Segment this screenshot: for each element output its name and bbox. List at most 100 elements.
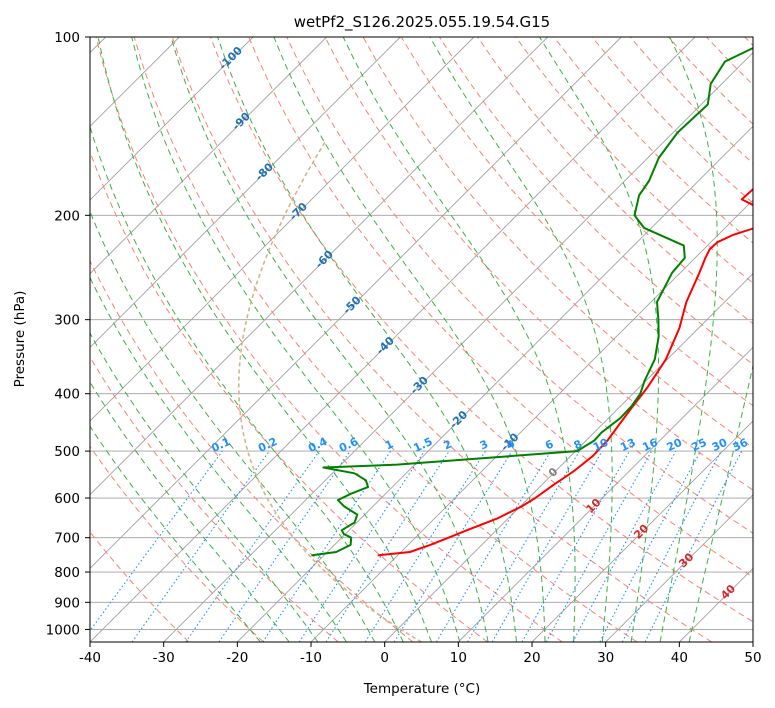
x-tick-label: -30 bbox=[153, 650, 175, 666]
mixing-ratio-label: 6 bbox=[543, 437, 556, 452]
skewed-isotherm bbox=[679, 567, 753, 642]
mixing-ratio-label: 1.5 bbox=[411, 435, 434, 455]
isotherm-label: -100 bbox=[216, 44, 245, 73]
mixing-ratio-label: 36 bbox=[731, 436, 751, 454]
dry-adiabat bbox=[706, 37, 753, 86]
skewed-isotherm bbox=[90, 37, 254, 201]
y-tick-label: 500 bbox=[54, 444, 80, 460]
mixing-ratio-line bbox=[218, 450, 351, 642]
y-axis: 100 200 300 400 500 600 700 800 900 1000 bbox=[46, 30, 90, 638]
skewed-isotherm bbox=[531, 420, 753, 642]
moist-adiabat bbox=[90, 425, 261, 642]
y-tick-label: 600 bbox=[54, 491, 80, 507]
dewpoint-trace bbox=[311, 46, 753, 557]
moist-adiabat bbox=[659, 37, 718, 642]
dry-adiabat bbox=[553, 37, 753, 244]
skewed-isotherm bbox=[310, 199, 753, 642]
y-tick-label: 100 bbox=[54, 30, 80, 46]
mixing-ratio-label: 10 bbox=[591, 436, 611, 454]
skewed-isotherm bbox=[90, 37, 401, 348]
y-tick-label: 1000 bbox=[46, 622, 80, 638]
upper-isotherm-label: 0 bbox=[546, 465, 561, 480]
skewed-isotherm bbox=[752, 641, 753, 642]
isotherm-label: -50 bbox=[340, 293, 363, 316]
y-tick-label: 900 bbox=[54, 595, 80, 611]
skewed-isotherm bbox=[458, 346, 753, 642]
isotherm-label: -90 bbox=[230, 110, 253, 133]
mixing-ratio-label: 3 bbox=[478, 437, 490, 452]
moist-adiabat bbox=[90, 276, 347, 642]
line-labels: -100-90-80-70-60-50-40-30-20-100.1 0.2 0.4… bbox=[209, 44, 750, 602]
temperature-trace bbox=[377, 187, 753, 557]
mixing-ratio-line bbox=[435, 450, 552, 642]
isotherm-label: -40 bbox=[374, 334, 397, 357]
dry-adiabat bbox=[286, 37, 753, 534]
moist-adiabat bbox=[429, 37, 613, 642]
upper-isotherm-label: 40 bbox=[718, 582, 738, 602]
x-axis: -40 -30 -20 -10 0 10 20 30 40 50 bbox=[79, 642, 762, 666]
dry-adiabat bbox=[90, 445, 264, 642]
dry-adiabat bbox=[90, 531, 190, 642]
skewed-isotherm bbox=[90, 37, 696, 642]
mixing-ratio-label: 16 bbox=[640, 436, 660, 454]
mixing-ratio-label: 13 bbox=[618, 436, 637, 454]
moist-adiabat bbox=[170, 37, 489, 642]
dry-adiabat bbox=[248, 37, 753, 578]
mixing-ratio-line bbox=[393, 450, 513, 642]
dry-adiabat bbox=[90, 356, 339, 642]
x-tick-label: 10 bbox=[450, 650, 467, 666]
skewed-isotherm bbox=[90, 37, 327, 275]
upper-isotherm-label: 20 bbox=[631, 521, 651, 541]
background-lines bbox=[90, 37, 753, 642]
moist-adiabat bbox=[90, 381, 290, 642]
isotherm-label: -20 bbox=[447, 408, 470, 431]
moist-adiabat bbox=[131, 37, 461, 642]
moist-adiabat bbox=[90, 332, 319, 642]
moist-adiabat bbox=[688, 363, 753, 642]
mixing-ratio-label: 30 bbox=[710, 436, 730, 454]
mixing-ratio-label: 2 bbox=[442, 437, 454, 452]
x-tick-label: -10 bbox=[300, 650, 322, 666]
skewed-isotherm bbox=[90, 37, 548, 496]
skewed-isotherm bbox=[90, 37, 475, 422]
skewed-isotherm bbox=[90, 37, 622, 569]
moist-adiabat bbox=[90, 210, 376, 642]
skewed-isotherm bbox=[605, 494, 753, 642]
dry-adiabat bbox=[133, 37, 638, 642]
dry-adiabat bbox=[515, 37, 753, 284]
moist-adiabat bbox=[97, 37, 432, 642]
dry-adiabat bbox=[171, 37, 712, 642]
x-tick-label: 40 bbox=[671, 650, 688, 666]
reference-curve bbox=[237, 140, 422, 642]
x-tick-label: 50 bbox=[744, 650, 761, 666]
chart-title: wetPf2_S126.2025.055.19.54.G15 bbox=[294, 13, 550, 32]
x-tick-label: 30 bbox=[597, 650, 614, 666]
dry-adiabat bbox=[477, 37, 753, 325]
y-tick-label: 700 bbox=[54, 531, 80, 547]
dry-adiabat bbox=[90, 259, 414, 642]
upper-isotherm-label: 10 bbox=[583, 496, 603, 516]
isotherm-label: -60 bbox=[313, 248, 336, 271]
mixing-ratio-line bbox=[572, 450, 677, 642]
data-series bbox=[311, 46, 753, 557]
y-tick-label: 400 bbox=[54, 387, 80, 403]
skewed-isotherm bbox=[237, 125, 753, 642]
mixing-ratio-line bbox=[644, 450, 743, 642]
x-axis-label: Temperature (°C) bbox=[363, 681, 481, 697]
mixing-ratio-line bbox=[521, 450, 630, 642]
x-tick-label: 0 bbox=[380, 650, 389, 666]
mixing-ratio-line bbox=[185, 450, 320, 642]
y-tick-label: 300 bbox=[54, 313, 80, 329]
x-tick-label: -20 bbox=[226, 650, 248, 666]
y-axis-label: Pressure (hPa) bbox=[12, 291, 28, 388]
moist-adiabat bbox=[342, 37, 576, 642]
mixing-ratio-line bbox=[298, 450, 425, 642]
mixing-ratio-line bbox=[325, 450, 450, 642]
mixing-ratio-line bbox=[262, 450, 392, 642]
dry-adiabat bbox=[324, 37, 753, 491]
mixing-ratio-line bbox=[131, 450, 270, 642]
moist-adiabat bbox=[539, 37, 660, 642]
mixing-ratio-line bbox=[90, 450, 223, 632]
x-tick-label: -40 bbox=[79, 650, 101, 666]
